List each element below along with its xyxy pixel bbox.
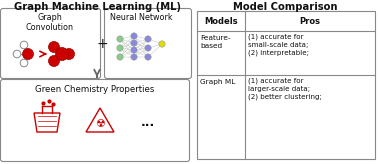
Circle shape xyxy=(145,54,151,60)
Text: Model Comparison: Model Comparison xyxy=(233,2,337,12)
Circle shape xyxy=(131,47,137,53)
Circle shape xyxy=(56,48,68,61)
Circle shape xyxy=(117,36,123,42)
Text: Graph ML: Graph ML xyxy=(200,79,235,85)
Circle shape xyxy=(64,49,74,60)
Text: (1) accurate for
small-scale data;
(2) interpretable;: (1) accurate for small-scale data; (2) i… xyxy=(248,34,309,57)
Text: Graph Machine Learning (ML): Graph Machine Learning (ML) xyxy=(14,2,181,12)
Text: ☢: ☢ xyxy=(95,119,105,129)
Text: Feature-
based: Feature- based xyxy=(200,35,231,49)
Text: +: + xyxy=(96,37,108,51)
Circle shape xyxy=(48,55,59,66)
Circle shape xyxy=(48,41,59,52)
Circle shape xyxy=(20,59,28,67)
Bar xyxy=(197,11,375,159)
Circle shape xyxy=(117,54,123,60)
Circle shape xyxy=(20,41,28,49)
Circle shape xyxy=(159,41,165,47)
Circle shape xyxy=(117,45,123,51)
Circle shape xyxy=(13,50,21,58)
Text: ...: ... xyxy=(141,115,155,129)
FancyBboxPatch shape xyxy=(0,80,189,162)
Text: Models: Models xyxy=(204,17,238,25)
Circle shape xyxy=(23,49,34,60)
Circle shape xyxy=(131,40,137,46)
Circle shape xyxy=(145,36,151,42)
Text: Green Chemistry Properties: Green Chemistry Properties xyxy=(35,85,155,94)
Circle shape xyxy=(145,45,151,51)
Text: Pros: Pros xyxy=(299,17,321,25)
FancyBboxPatch shape xyxy=(104,9,192,79)
Circle shape xyxy=(131,33,137,39)
FancyBboxPatch shape xyxy=(0,9,101,79)
Text: (1) accurate for
larger-scale data;
(2) better clustering;: (1) accurate for larger-scale data; (2) … xyxy=(248,78,322,101)
Circle shape xyxy=(131,54,137,60)
Text: Graph
Convolution: Graph Convolution xyxy=(26,13,74,32)
Text: Neural Network: Neural Network xyxy=(110,13,173,22)
